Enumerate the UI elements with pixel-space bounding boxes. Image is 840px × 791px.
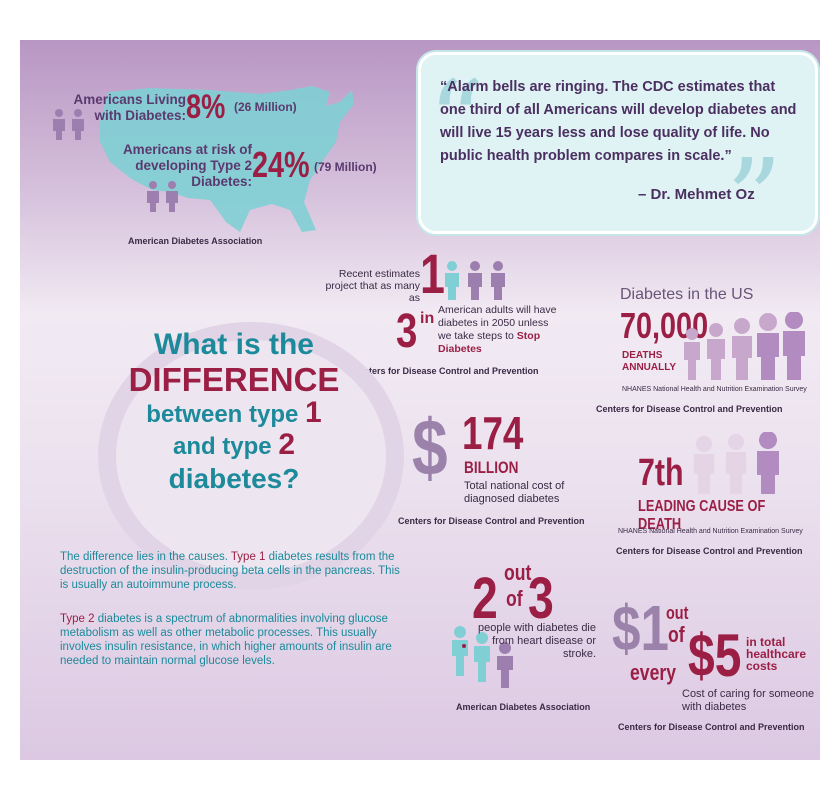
projection-numerator: 1 [420,242,445,305]
person-icon [53,109,84,140]
person-icon [684,312,805,380]
care-source: Centers for Disease Control and Preventi… [618,722,805,732]
deaths-survey: NHANES National Health and Nutrition Exa… [622,386,807,393]
us-map-icon [100,86,354,232]
care-tag: in total healthcare costs [746,635,807,673]
projection-denominator: 3 [396,305,418,358]
heart-numerator: 2 [472,566,498,631]
person-icon [147,181,178,212]
rank-survey: NHANES National Health and Nutrition Exa… [618,528,803,535]
cost-number: 174 [462,407,524,459]
living-count: (26 Million) [234,100,297,114]
rank-number: 7th [638,452,684,494]
person-icon [452,626,513,688]
living-label: Americans Living with Diabetes: [73,92,186,123]
risk-percent: 24% [252,144,310,185]
heart-denominator: 3 [528,566,554,631]
risk-count: (79 Million) [314,160,377,174]
care-numerator: $1 [612,592,669,664]
stop-diabetes-link[interactable]: Stop Diabetes [438,330,541,355]
living-percent: 8% [186,88,226,126]
infographic: Americans Living with Diabetes: 8% (26 M… [20,40,820,760]
deaths-source: Centers for Disease Control and Preventi… [596,404,783,414]
person-icon [694,432,779,494]
quote-text: “Alarm bells are ringing. The CDC estima… [440,79,797,164]
explanation-p1: The difference lies in the causes. Type … [60,551,400,591]
quote-box [418,52,818,234]
care-every: every [630,660,677,685]
care-desc: Cost of caring for someone with diabetes [682,688,815,713]
headline: What is the DIFFERENCE between type 1 an… [128,328,340,494]
cost-desc: Total national cost of diagnosed diabete… [464,480,565,505]
close-quote-icon: ” [726,135,783,263]
cost-source: Centers for Disease Control and Preventi… [398,516,585,526]
risk-label: Americans at risk of developing Type 2 D… [122,142,252,189]
projection-text: American adults will have diabetes in 20… [438,304,557,355]
person-icon [445,261,505,300]
headline-bubble [116,340,386,572]
care-of: of [668,622,685,647]
projection-source: Centers for Disease Control and Preventi… [352,366,539,376]
heart-out: out [504,560,532,585]
rank-label: LEADING CAUSE OF DEATH [638,498,766,533]
cost-symbol: $ [412,403,448,492]
rank-source: Centers for Disease Control and Preventi… [616,546,803,556]
heart-desc: people with diabetes die from heart dise… [477,622,596,660]
projection-lead: Recent estimates project that as many as [325,268,420,304]
us-stats-source: American Diabetes Association [128,236,263,246]
deaths-label: DEATHS ANNUALLY [622,350,677,373]
open-quote-icon: “ [428,57,485,185]
deaths-heading: Diabetes in the US [620,286,754,303]
cost-unit: BILLION [464,458,519,477]
explanation-p2: Type 2 diabetes is a spectrum of abnorma… [60,613,392,667]
quote-author: – Dr. Mehmet Oz [638,186,755,203]
heart-source: American Diabetes Association [456,702,591,712]
care-denominator: $5 [688,622,742,689]
projection-in: in [420,310,435,327]
care-out: out [666,603,689,623]
heart-of: of [506,586,523,611]
